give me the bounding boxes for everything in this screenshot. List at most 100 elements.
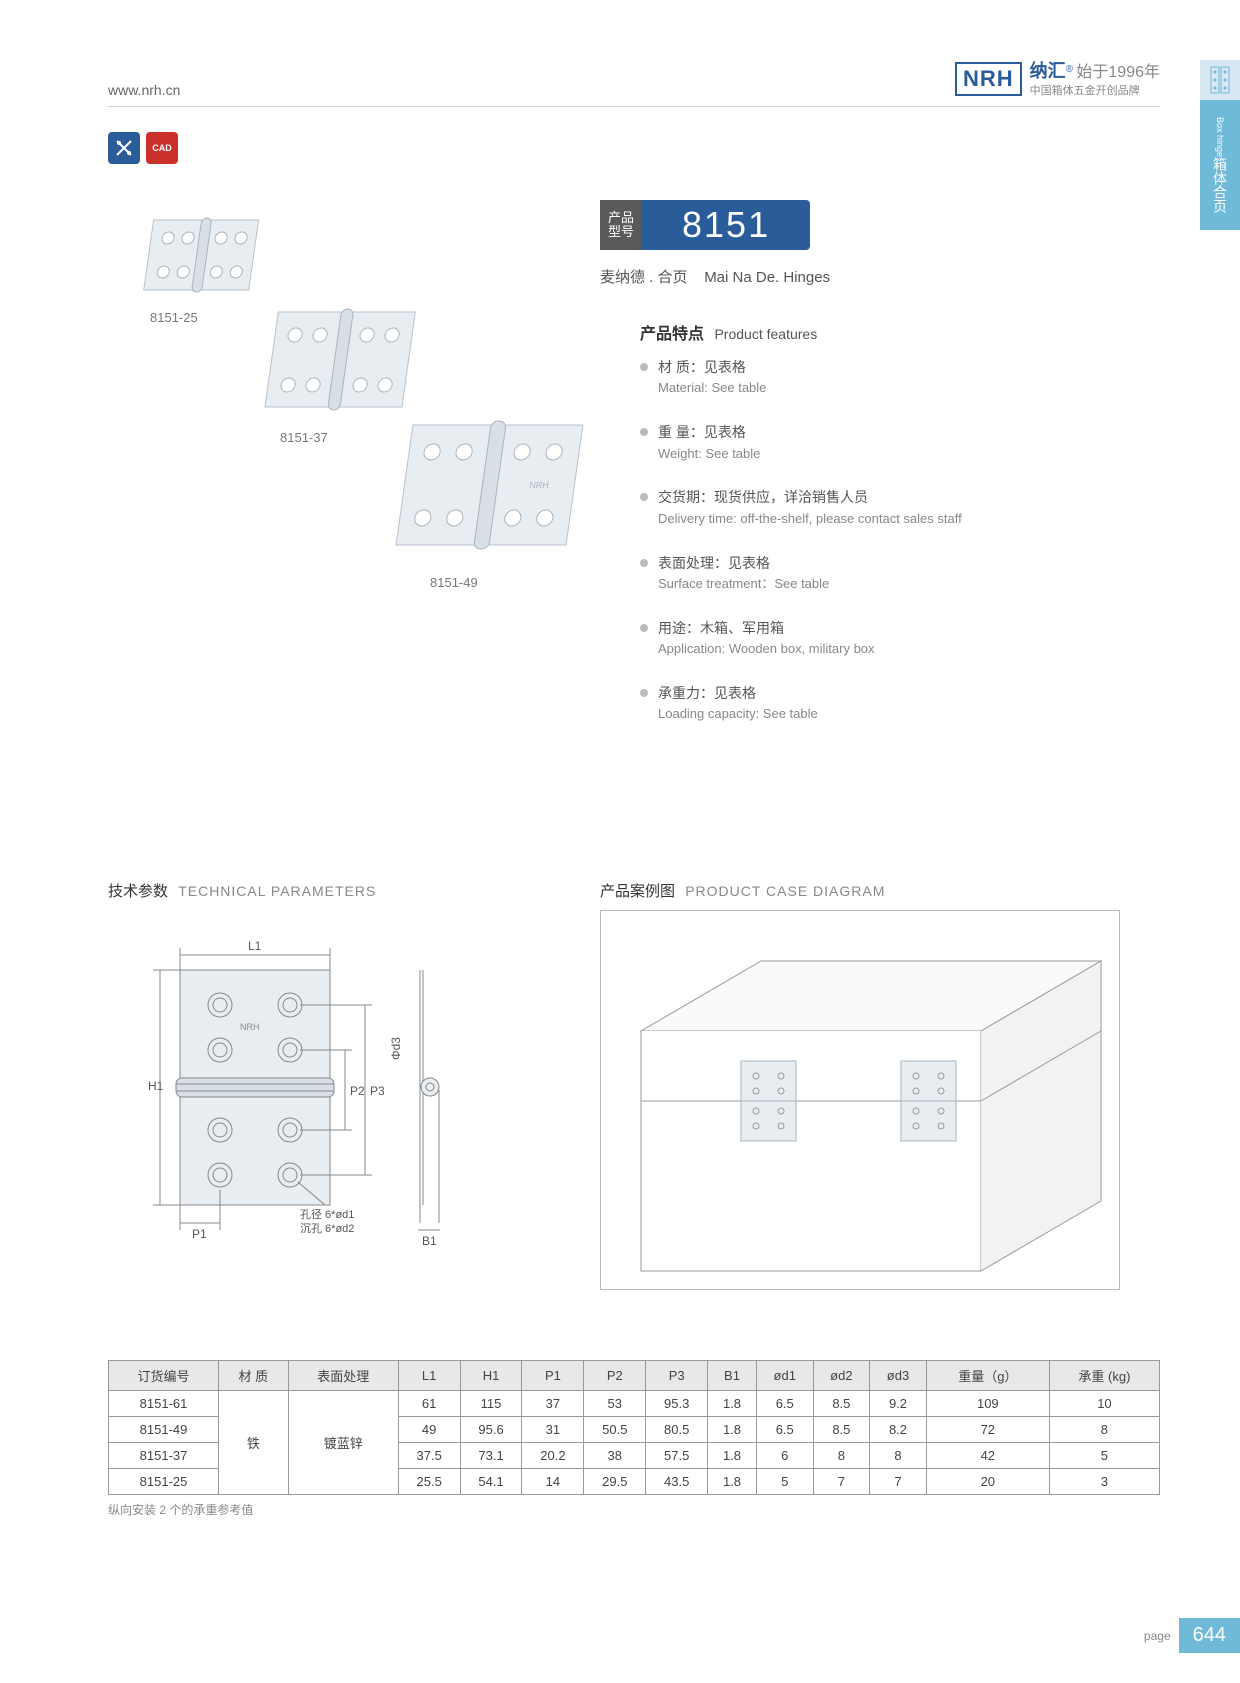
hinge-label-25: 8151-25 <box>150 310 198 325</box>
table-cell: 8151-37 <box>109 1443 219 1469</box>
table-cell: 8.2 <box>870 1417 927 1443</box>
brand-cn: 纳汇 <box>1030 61 1066 81</box>
feature-item: 重 量：见表格Weight: See table <box>640 421 1120 464</box>
table-cell: 1.8 <box>708 1469 757 1495</box>
table-cell: 42 <box>926 1443 1049 1469</box>
feature-en: Loading capacity: See table <box>658 704 1120 725</box>
side-tab: Box hinge 箱体合页 <box>1200 100 1240 230</box>
table-header-cell: P2 <box>584 1361 646 1391</box>
table-cell: 7 <box>870 1469 927 1495</box>
svg-text:Φd3: Φd3 <box>389 1037 403 1060</box>
badge-cad-icon: CAD <box>146 132 178 164</box>
table-cell: 14 <box>522 1469 584 1495</box>
case-title: 产品案例图 PRODUCT CASE DIAGRAM <box>600 880 885 901</box>
features-list: 材 质：见表格Material: See table 重 量：见表格Weight:… <box>640 356 1120 747</box>
product-label: 产品 型号 <box>600 200 642 250</box>
feature-en: Surface treatment：See table <box>658 574 1120 595</box>
table-cell: 10 <box>1049 1391 1159 1417</box>
case-title-en: PRODUCT CASE DIAGRAM <box>685 883 885 899</box>
table-cell: 95.6 <box>460 1417 522 1443</box>
table-header-row: 订货编号材 质表面处理L1H1P1P2P3B1ød1ød2ød3重量（g）承重 … <box>109 1361 1160 1391</box>
table-cell: 72 <box>926 1417 1049 1443</box>
table-cell: 38 <box>584 1443 646 1469</box>
table-cell: 37.5 <box>398 1443 460 1469</box>
spec-table-wrap: 订货编号材 质表面处理L1H1P1P2P3B1ød1ød2ød3重量（g）承重 … <box>108 1360 1160 1518</box>
table-cell: 73.1 <box>460 1443 522 1469</box>
table-header-cell: 订货编号 <box>109 1361 219 1391</box>
technical-diagram: NRH L1 H1 P1 P2 P3 Φd3 B1 <box>140 930 500 1280</box>
case-diagram <box>600 910 1120 1290</box>
table-header-cell: 重量（g） <box>926 1361 1049 1391</box>
product-subtitle: 麦纳德 . 合页 Mai Na De. Hinges <box>600 266 830 287</box>
spec-table: 订货编号材 质表面处理L1H1P1P2P3B1ød1ød2ød3重量（g）承重 … <box>108 1360 1160 1495</box>
table-note: 纵向安装 2 个的承重参考值 <box>108 1501 1160 1518</box>
table-cell: 50.5 <box>584 1417 646 1443</box>
svg-text:孔径 6*ød1: 孔径 6*ød1 <box>300 1208 354 1221</box>
slogan: 中国箱体五金开创品牌 <box>1030 84 1160 98</box>
svg-text:P1: P1 <box>192 1227 207 1241</box>
table-cell: 6.5 <box>756 1391 813 1417</box>
table-cell: 8.5 <box>813 1391 870 1417</box>
table-cell: 8151-61 <box>109 1391 219 1417</box>
table-cell: 29.5 <box>584 1469 646 1495</box>
feature-cn: 交货期：现货供应，详洽销售人员 <box>658 486 1120 508</box>
feature-cn: 重 量：见表格 <box>658 421 1120 443</box>
table-cell: 53 <box>584 1391 646 1417</box>
hinge-label-49: 8151-49 <box>430 575 478 590</box>
table-cell: 8 <box>870 1443 927 1469</box>
site-url: www.nrh.cn <box>108 82 180 98</box>
table-cell: 1.8 <box>708 1443 757 1469</box>
table-cell: 8.5 <box>813 1417 870 1443</box>
table-cell: 49 <box>398 1417 460 1443</box>
feature-en: Material: See table <box>658 378 1120 399</box>
table-header-cell: P3 <box>646 1361 708 1391</box>
hinge-image-25 <box>140 210 270 300</box>
table-cell: 8 <box>813 1443 870 1469</box>
table-header-cell: 承重 (kg) <box>1049 1361 1159 1391</box>
feature-item: 表面处理：见表格Surface treatment：See table <box>640 552 1120 595</box>
svg-text:H1: H1 <box>148 1079 164 1093</box>
table-cell: 95.3 <box>646 1391 708 1417</box>
table-cell-surface: 镀蓝锌 <box>288 1391 398 1495</box>
page-number: 644 <box>1179 1618 1240 1653</box>
table-header-cell: ød3 <box>870 1361 927 1391</box>
svg-text:沉孔 6*ød2: 沉孔 6*ød2 <box>300 1222 354 1235</box>
table-cell: 8151-25 <box>109 1469 219 1495</box>
features-title-en: Product features <box>714 326 817 342</box>
table-cell: 109 <box>926 1391 1049 1417</box>
feature-en: Delivery time: off-the-shelf, please con… <box>658 509 1120 530</box>
table-header-cell: ød2 <box>813 1361 870 1391</box>
table-header-cell: ød1 <box>756 1361 813 1391</box>
table-cell: 5 <box>1049 1443 1159 1469</box>
side-tab-en: Box hinge <box>1215 117 1225 157</box>
subtitle-en: Mai Na De. Hinges <box>704 269 830 286</box>
table-cell: 3 <box>1049 1469 1159 1495</box>
feature-en: Application: Wooden box, military box <box>658 639 1120 660</box>
page-label: page <box>1144 1629 1171 1643</box>
table-cell: 80.5 <box>646 1417 708 1443</box>
hinge-label-37: 8151-37 <box>280 430 328 445</box>
subtitle-cn: 麦纳德 . 合页 <box>600 269 688 286</box>
table-cell: 9.2 <box>870 1391 927 1417</box>
table-cell: 25.5 <box>398 1469 460 1495</box>
logo-block: NRH 纳汇® 始于1996年 中国箱体五金开创品牌 <box>955 60 1160 98</box>
tech-title: 技术参数 TECHNICAL PARAMETERS <box>108 880 376 901</box>
table-cell: 7 <box>813 1469 870 1495</box>
feature-item: 交货期：现货供应，详洽销售人员Delivery time: off-the-sh… <box>640 486 1120 529</box>
table-cell: 31 <box>522 1417 584 1443</box>
table-cell: 115 <box>460 1391 522 1417</box>
tech-title-en: TECHNICAL PARAMETERS <box>178 883 376 899</box>
badge-tools-icon <box>108 132 140 164</box>
table-cell: 20 <box>926 1469 1049 1495</box>
feature-item: 材 质：见表格Material: See table <box>640 356 1120 399</box>
table-cell: 43.5 <box>646 1469 708 1495</box>
table-header-cell: 表面处理 <box>288 1361 398 1391</box>
table-cell: 6.5 <box>756 1417 813 1443</box>
table-cell: 57.5 <box>646 1443 708 1469</box>
table-cell: 8151-49 <box>109 1417 219 1443</box>
feature-item: 承重力：见表格Loading capacity: See table <box>640 682 1120 725</box>
product-number: 8151 <box>642 200 810 250</box>
svg-text:P2: P2 <box>350 1084 365 1098</box>
svg-text:P3: P3 <box>370 1084 385 1098</box>
page-header: www.nrh.cn NRH 纳汇® 始于1996年 中国箱体五金开创品牌 <box>108 60 1160 107</box>
